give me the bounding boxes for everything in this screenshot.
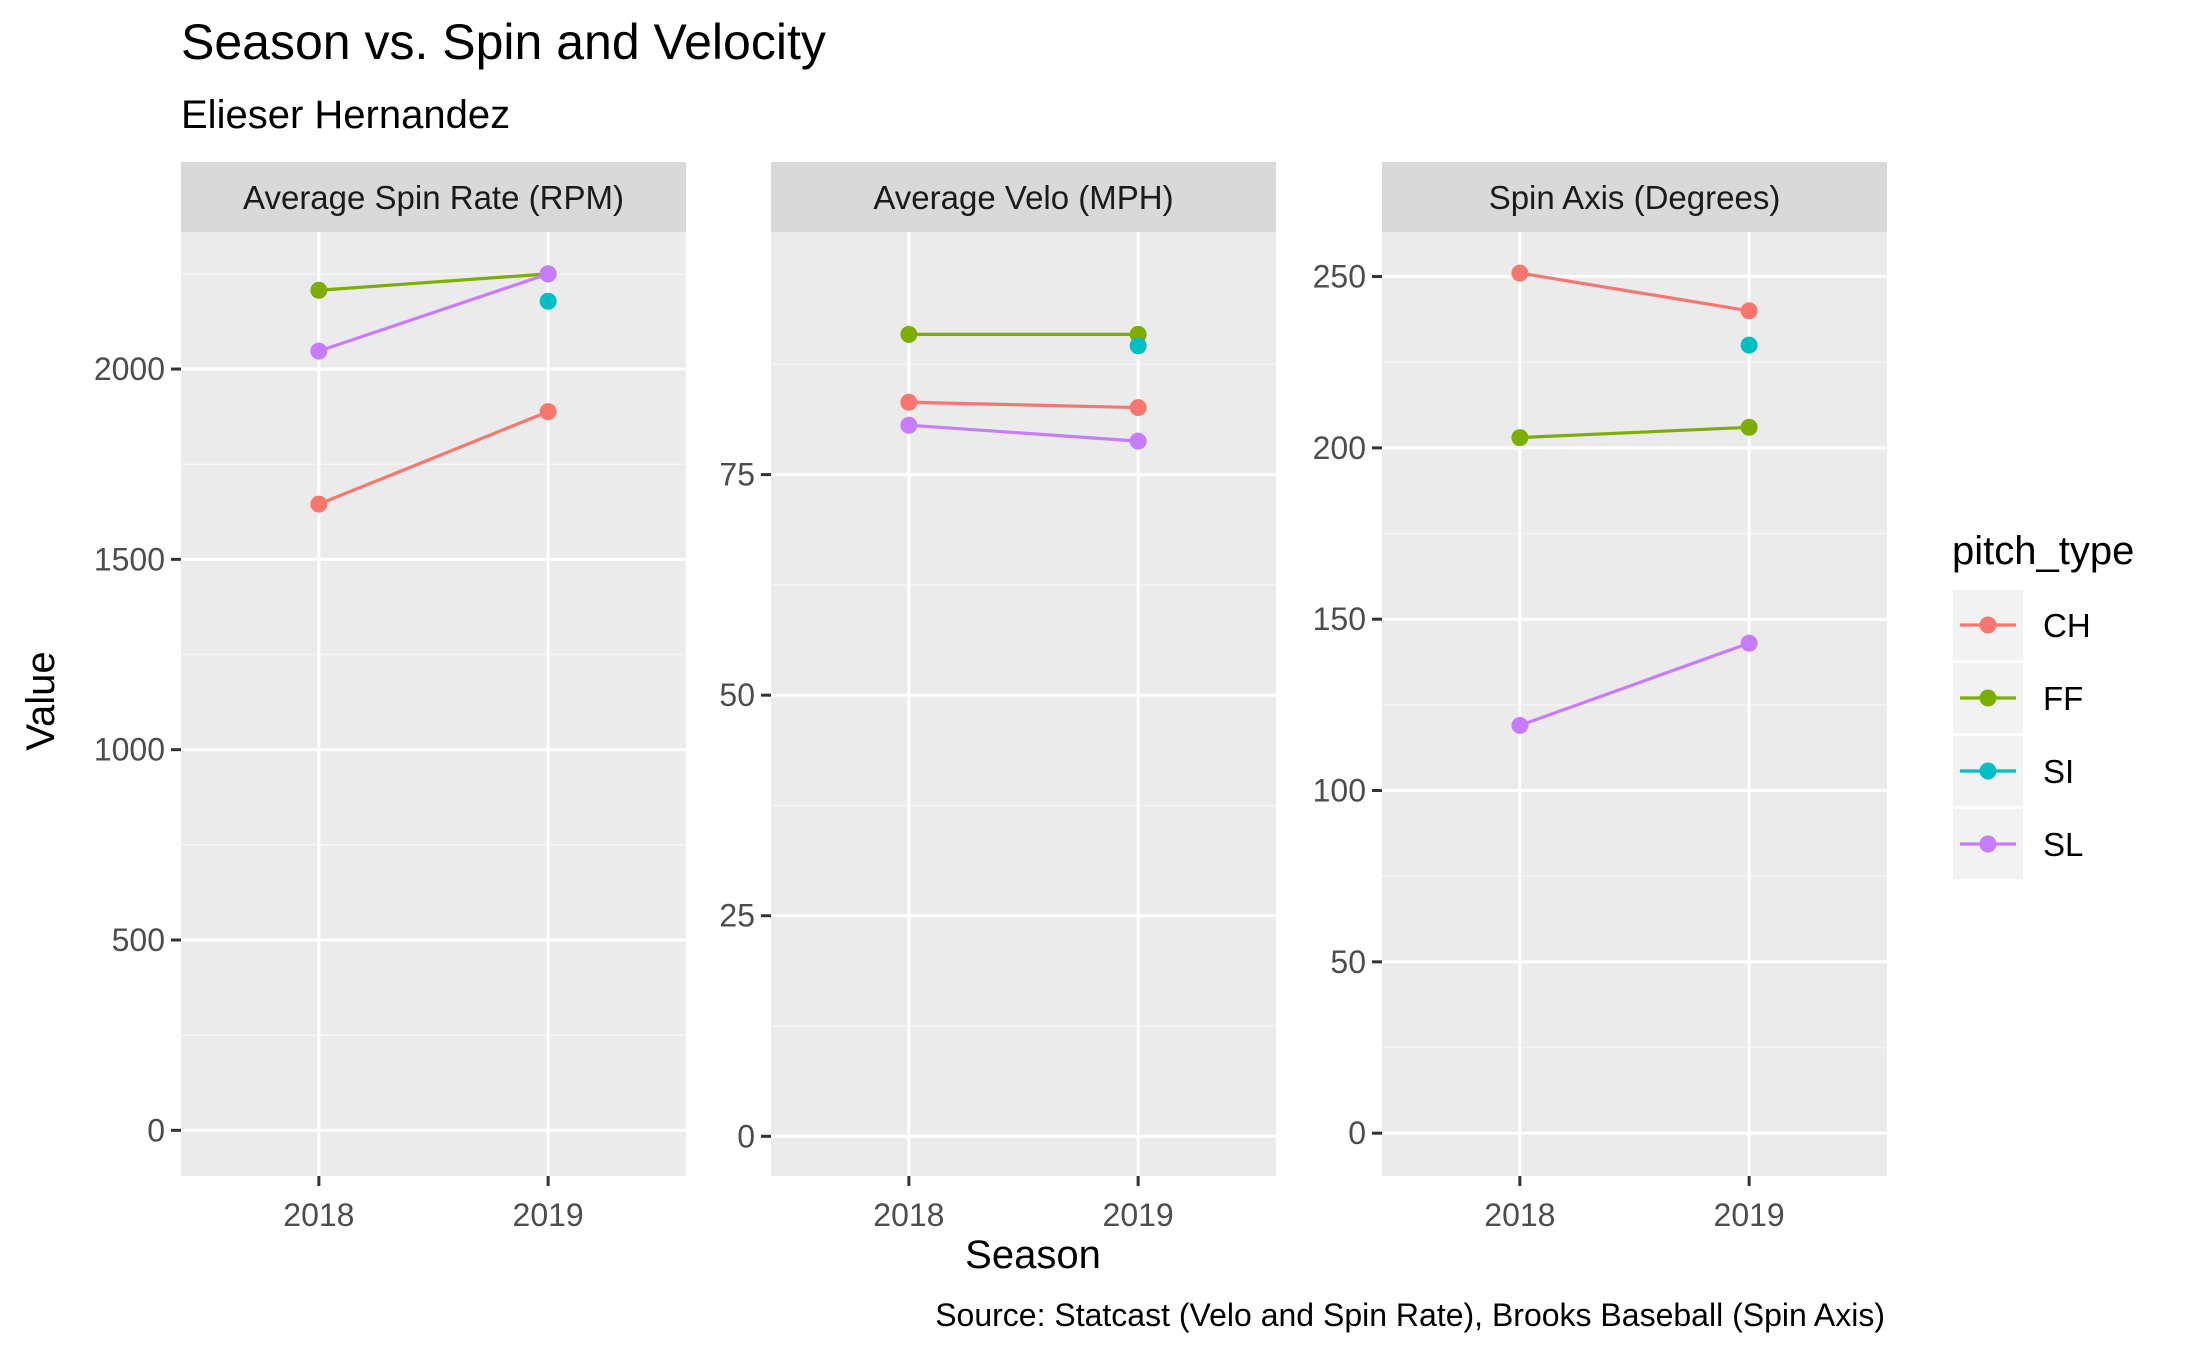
point-ch-2019 bbox=[1740, 302, 1758, 320]
panel-strip-label: Average Velo (MPH) bbox=[873, 179, 1173, 216]
series-line-ch bbox=[1519, 271, 1750, 313]
panel-background bbox=[771, 232, 1276, 1176]
point-sl-2019 bbox=[1740, 634, 1758, 652]
point-ch-2018 bbox=[310, 495, 328, 513]
y-tick-label: 75 bbox=[719, 457, 755, 493]
legend-label: CH bbox=[2043, 607, 2091, 644]
point-sl-2018 bbox=[1511, 716, 1529, 734]
legend-item-sl: SL bbox=[1953, 809, 2083, 879]
point-ff-2018 bbox=[1511, 429, 1529, 447]
y-tick-label: 200 bbox=[1313, 430, 1366, 466]
x-tick-label: 2018 bbox=[873, 1197, 944, 1233]
legend-label: FF bbox=[2043, 680, 2083, 717]
y-tick-label: 25 bbox=[719, 898, 755, 934]
panels-layer: Average Spin Rate (RPM)05001000150020002… bbox=[94, 162, 1887, 1233]
series-line-sl bbox=[908, 423, 1139, 443]
point-sl-2018 bbox=[310, 342, 328, 360]
legend-key-point bbox=[1979, 835, 1997, 853]
y-tick-label: 50 bbox=[719, 677, 755, 713]
legend-key-point bbox=[1979, 689, 1997, 707]
point-sl-2019 bbox=[539, 265, 557, 283]
point-sl-2019 bbox=[1129, 432, 1147, 450]
chart-caption: Source: Statcast (Velo and Spin Rate), B… bbox=[935, 1297, 1885, 1333]
panel-background bbox=[1382, 232, 1887, 1176]
panel-strip bbox=[771, 162, 1276, 232]
x-tick-label: 2018 bbox=[1484, 1197, 1555, 1233]
legend-item-si: SI bbox=[1953, 736, 2074, 806]
point-ff-2018 bbox=[310, 281, 328, 299]
series-line-sl bbox=[318, 272, 549, 353]
legend-label: SI bbox=[2043, 753, 2074, 790]
y-tick-label: 1000 bbox=[94, 732, 165, 768]
legend-item-ch: CH bbox=[1953, 590, 2091, 660]
x-axis-label: Season bbox=[965, 1233, 1101, 1277]
point-si-2019 bbox=[539, 292, 557, 310]
y-tick-label: 2000 bbox=[94, 351, 165, 387]
y-tick-label: 250 bbox=[1313, 259, 1366, 295]
y-tick-label: 150 bbox=[1313, 601, 1366, 637]
legend-key-point bbox=[1979, 616, 1997, 634]
panel-strip bbox=[1382, 162, 1887, 232]
point-sl-2018 bbox=[900, 416, 918, 434]
series-line-ff bbox=[318, 272, 549, 292]
panel-strip bbox=[181, 162, 686, 232]
legend-key-point bbox=[1979, 762, 1997, 780]
chart-title: Season vs. Spin and Velocity bbox=[181, 14, 826, 70]
panel-strip-label: Average Spin Rate (RPM) bbox=[243, 179, 624, 216]
legend-title: pitch_type bbox=[1952, 529, 2134, 573]
point-si-2019 bbox=[1129, 337, 1147, 355]
panel-3: Spin Axis (Degrees) 0 50 100 150 200 250 2018 20… bbox=[1313, 162, 1887, 1233]
legend-item-ff: FF bbox=[1953, 663, 2083, 733]
point-ff-2018 bbox=[900, 325, 918, 343]
panel-strip-label: Spin Axis (Degrees) bbox=[1489, 179, 1781, 216]
x-tick-label: 2019 bbox=[1103, 1197, 1174, 1233]
point-ch-2019 bbox=[539, 403, 557, 421]
y-tick-label: 0 bbox=[147, 1112, 165, 1148]
y-tick-label: 100 bbox=[1313, 773, 1366, 809]
x-tick-label: 2019 bbox=[1714, 1197, 1785, 1233]
series-line-ch bbox=[318, 410, 549, 506]
panel-2: Average Velo (MPH) 0 25 50 75 2018 2019 bbox=[719, 162, 1276, 1233]
y-tick-label: 500 bbox=[112, 922, 165, 958]
y-tick-label: 0 bbox=[1348, 1115, 1366, 1151]
point-ch-2018 bbox=[900, 393, 918, 411]
point-ch-2018 bbox=[1511, 264, 1529, 282]
series-line-sl bbox=[1519, 641, 1750, 727]
point-ff-2019 bbox=[1740, 418, 1758, 436]
chart-subtitle: Elieser Hernandez bbox=[181, 93, 510, 137]
x-tick-label: 2019 bbox=[513, 1197, 584, 1233]
y-axis-label: Value bbox=[19, 651, 63, 750]
y-tick-label: 50 bbox=[1330, 944, 1366, 980]
panel-1: Average Spin Rate (RPM) 0 500 1000 1500 2000 2… bbox=[94, 162, 686, 1233]
point-si-2019 bbox=[1740, 336, 1758, 354]
panel-background bbox=[181, 232, 686, 1176]
series-line-ff bbox=[1519, 425, 1750, 440]
y-tick-label: 0 bbox=[737, 1118, 755, 1154]
legend-label: SL bbox=[2043, 826, 2083, 863]
point-ch-2019 bbox=[1129, 399, 1147, 417]
x-tick-label: 2018 bbox=[283, 1197, 354, 1233]
legend: pitch_type CH FF SI SL bbox=[1952, 529, 2134, 879]
series-line-ch bbox=[908, 400, 1139, 410]
y-tick-label: 1500 bbox=[94, 541, 165, 577]
